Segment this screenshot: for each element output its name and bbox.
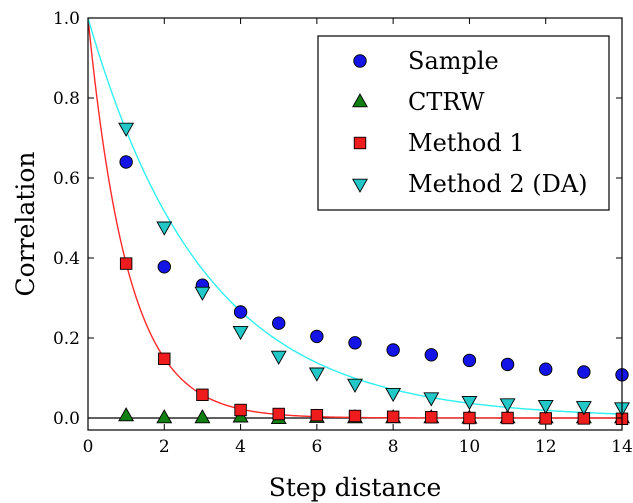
legend-marker [353,54,367,68]
data-point [500,357,515,372]
data-point [270,350,287,365]
x-tick-label: 12 [535,437,557,457]
y-axis-label: Correlation [11,152,40,297]
data-point [501,411,514,425]
data-point [194,286,211,301]
data-point [310,329,324,344]
data-point [118,407,135,422]
data-point [577,365,591,379]
data-point [423,392,440,407]
data-point [385,387,402,403]
y-tick-label: 0.2 [53,329,80,349]
legend-item: Sample [353,47,499,75]
legend-marker [352,93,368,108]
data-point [386,343,400,357]
axes-border [87,17,623,431]
data-point [386,410,400,424]
data-point [118,122,135,137]
data-point [461,395,478,411]
x-tick-label: 4 [235,437,246,457]
x-tick-label: 14 [611,437,633,457]
axes-frame [87,17,623,431]
data-point [119,257,133,270]
legend-label: Method 2 (DA) [408,170,588,198]
series-method-2-da- [118,122,630,417]
data-point [348,409,362,423]
data-point [308,367,325,382]
data-point [462,353,477,368]
data-point [539,412,552,425]
data-point [272,407,285,421]
data-point [119,155,133,169]
legend-item: Method 1 [353,129,525,157]
legend-marker [353,136,367,150]
legend-label: CTRW [408,88,485,116]
x-tick-label: 10 [459,437,481,457]
y-tick-label: 0.8 [53,89,80,109]
data-point [424,348,438,362]
y-tick-label: 0.6 [53,169,80,189]
x-tick-label: 6 [311,437,322,457]
data-point [537,399,554,415]
data-point [196,388,209,402]
data-point [157,260,171,274]
data-point [499,398,516,413]
data-point [425,410,438,424]
fit-curve-2 [88,18,622,415]
data-point [539,362,553,376]
legend-item: Method 2 (DA) [352,170,588,198]
legend-label: Sample [408,47,499,75]
x-tick-label: 0 [83,437,94,457]
data-point [156,409,173,424]
data-point [234,403,247,417]
data-point [348,336,362,350]
legend-label: Method 1 [408,129,525,157]
data-point [233,305,248,319]
y-tick-label: 0.0 [53,409,80,429]
axis-ticks: 0 2 4 6 8 10 12 14 0.0 0.2 0.4 0.6 0.8 1.0 [53,9,633,457]
data-point [158,352,171,366]
data-point [194,409,211,424]
x-tick-label: 2 [159,437,170,457]
x-axis-label: Step distance [269,473,442,502]
data-point [463,411,476,425]
data-point [575,401,592,416]
data-point [156,221,173,236]
legend-item: CTRW [352,88,485,116]
y-tick-label: 1.0 [53,9,80,29]
legend-marker [352,178,368,193]
data-point [232,325,249,341]
data-point [272,316,286,330]
data-point [347,378,363,393]
y-tick-label: 0.4 [53,249,80,269]
legend: Sample CTRW Method 1 Method 2 (DA) [317,35,610,211]
data-point [310,408,324,422]
data-marks [118,122,630,426]
x-tick-label: 8 [388,437,399,457]
